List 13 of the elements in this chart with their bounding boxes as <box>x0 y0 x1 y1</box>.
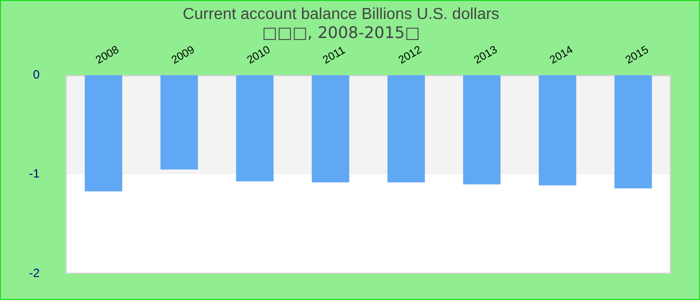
x-tick-label: 2010 <box>245 44 272 67</box>
y-tick-label: -1 <box>29 166 40 181</box>
x-tick-label: 2012 <box>396 44 424 67</box>
chart-title: Current account balance Billions U.S. dollars <box>182 6 500 24</box>
x-tick-label: 2013 <box>472 44 500 67</box>
y-tick-label: 0 <box>32 67 40 82</box>
x-tick-label: 2008 <box>94 44 122 67</box>
x-tick-label: 2011 <box>320 44 348 67</box>
chart-subtitle: □□□, 2008-2015□ <box>262 22 420 42</box>
x-tick-label: 2015 <box>624 44 651 67</box>
y-tick-label: -2 <box>29 266 40 280</box>
x-tick-label: 2009 <box>170 44 197 67</box>
x-tick-label: 2014 <box>548 44 576 67</box>
